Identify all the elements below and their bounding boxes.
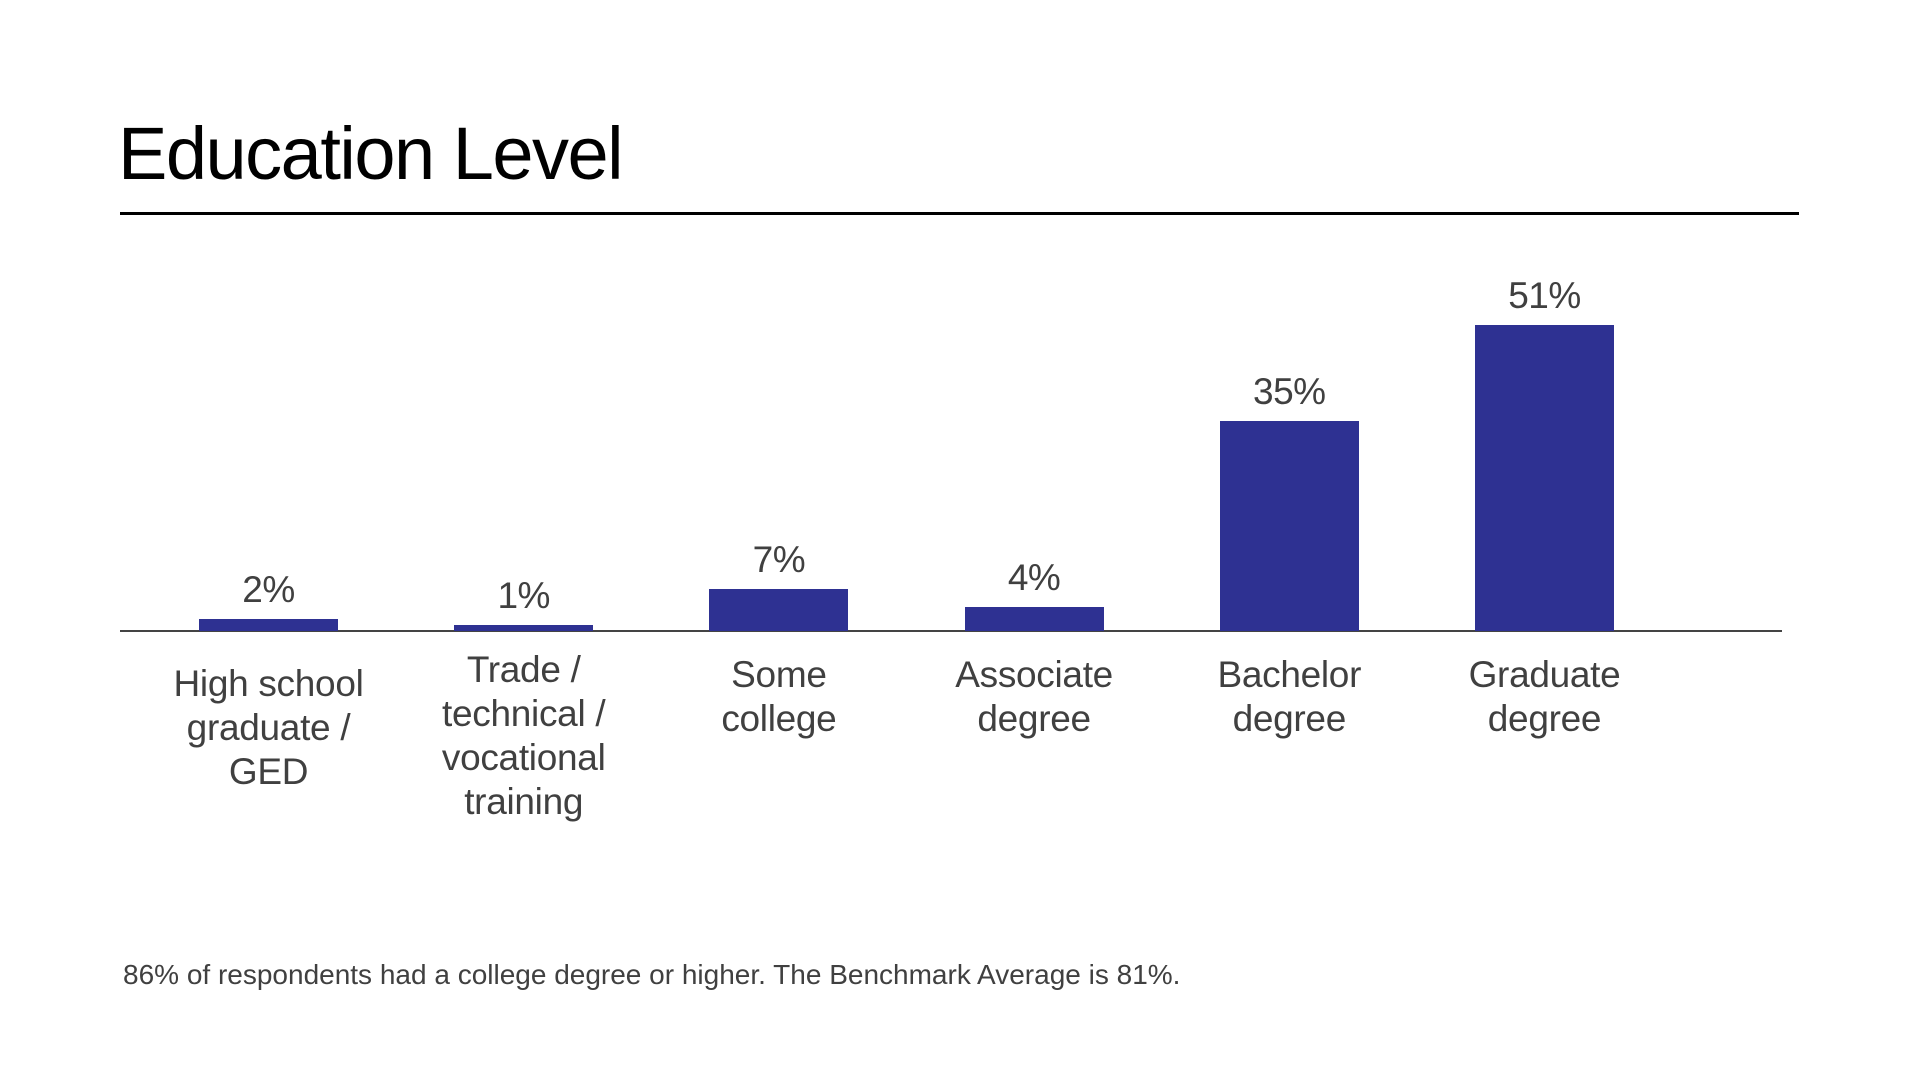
category-label-line: vocational [441, 737, 606, 778]
category-label: Bachelor degree [1164, 653, 1414, 741]
title-divider [120, 212, 1799, 215]
bar-value-label: 7% [752, 539, 806, 580]
category-label: Some college [654, 653, 904, 741]
bar-value-label: 51% [1508, 275, 1581, 316]
category-label-line: degree [1232, 698, 1347, 739]
x-axis-line [120, 630, 1782, 632]
category-label-line: degree [977, 698, 1091, 739]
category-label-line: Associate [955, 654, 1113, 695]
bar [964, 607, 1104, 631]
bar-value-label: 35% [1253, 371, 1326, 412]
category-label-line: Some [731, 654, 827, 695]
bar [199, 619, 338, 631]
bar-value-label: 1% [497, 575, 550, 616]
bar [1219, 421, 1359, 631]
category-label: Associate degree [909, 653, 1159, 741]
category-label-line: GED [228, 751, 309, 792]
category-label-line: Trade / [466, 649, 581, 690]
category-label-line: Graduate [1468, 654, 1621, 695]
category-label-line: Bachelor [1217, 654, 1362, 695]
category-label-line: college [721, 698, 837, 739]
category-label-line: technical / [442, 693, 606, 734]
bar-value-label: 4% [1007, 557, 1061, 598]
category-label: Graduate degree [1420, 653, 1670, 741]
bar [454, 625, 594, 631]
footnote: 86% of respondents had a college degree … [123, 959, 1181, 990]
category-label-line: High school [173, 663, 364, 704]
category-label-line: training [464, 781, 584, 822]
bar-value-label: 2% [242, 569, 295, 610]
category-label-line: degree [1487, 698, 1602, 739]
category-label: High school graduate / GED [144, 662, 394, 794]
bar [1475, 325, 1614, 631]
chart-title: Education Level [118, 112, 624, 195]
category-label-line: graduate / [186, 707, 351, 748]
bar [709, 589, 849, 631]
category-label: Trade / technical / vocational training [399, 648, 649, 824]
